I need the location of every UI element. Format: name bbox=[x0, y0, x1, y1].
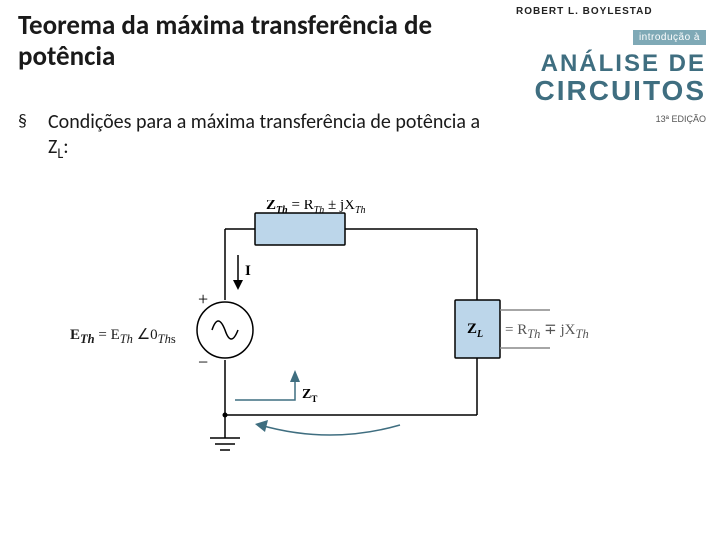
zth-box bbox=[255, 213, 345, 245]
eth-E: E bbox=[70, 327, 80, 343]
eth-formula: ETh = ETh ∠0Ths bbox=[70, 325, 176, 347]
zth-pm: ± jX bbox=[324, 200, 355, 213]
minus-label: − bbox=[198, 352, 208, 372]
bullet-marker: § bbox=[18, 110, 48, 132]
bullet-text-suffix: : bbox=[63, 135, 68, 159]
cover-intro: introdução à bbox=[633, 30, 706, 45]
zt-arrow bbox=[235, 375, 295, 400]
cover-title: ANÁLISE DE CIRCUITOS bbox=[516, 51, 706, 106]
zl-z: Z bbox=[467, 321, 477, 337]
rl-sub: Th bbox=[527, 327, 540, 341]
plus-label: + bbox=[198, 289, 208, 309]
zl-formula: = RTh ∓ jXTh bbox=[505, 320, 589, 342]
book-cover: ROBERT L. BOYLESTAD introdução à ANÁLISE… bbox=[516, 6, 706, 124]
zl-eq: = R bbox=[505, 322, 527, 338]
zl-jx: ∓ jX bbox=[540, 322, 575, 338]
arrowhead-icon bbox=[290, 370, 300, 382]
flow-arrow bbox=[260, 425, 400, 435]
current-label: I bbox=[245, 263, 251, 279]
bullet-text: Condições para a máxima transferência de… bbox=[48, 110, 488, 163]
slide: Teorema da máxima transferência de potên… bbox=[0, 0, 720, 540]
eth-sub3: Th bbox=[158, 332, 171, 346]
bullet-row: § Condições para a máxima transferência … bbox=[18, 110, 488, 163]
cover-title-line1: ANÁLISE DE bbox=[516, 51, 706, 76]
cover-intro-wrap: introdução à bbox=[516, 27, 706, 45]
eth-angle: ∠0 bbox=[133, 327, 158, 343]
zth-label: ZTh = RTh ± jXTh bbox=[266, 200, 366, 216]
zl-sub: L bbox=[476, 329, 483, 340]
zth-sub: Th bbox=[276, 205, 288, 216]
zt-z: Z bbox=[302, 387, 311, 402]
eth-sub: Th bbox=[80, 332, 95, 346]
eth-sub2: Th bbox=[120, 332, 133, 346]
zt-label: ZT bbox=[302, 387, 317, 404]
bullet-text-prefix: Condições para a máxima transferência de… bbox=[48, 110, 480, 159]
xl-sub: Th bbox=[576, 327, 589, 341]
cover-edition: 13ª EDIÇÃO bbox=[516, 114, 706, 124]
arrowhead-icon bbox=[255, 420, 268, 432]
cover-title-line2: CIRCUITOS bbox=[516, 76, 706, 105]
page-title: Teorema da máxima transferência de potên… bbox=[18, 10, 488, 72]
arrowhead-icon bbox=[233, 280, 243, 290]
eth-eq: = E bbox=[95, 327, 120, 343]
zt-sub: T bbox=[311, 394, 317, 404]
rth-sub: Th bbox=[314, 205, 325, 216]
zth-eq: = R bbox=[288, 200, 314, 213]
circuit-diagram: + − I ZT ZTh = RTh ± jXTh bbox=[70, 200, 630, 480]
cover-author: ROBERT L. BOYLESTAD bbox=[516, 6, 706, 17]
zth-z: Z bbox=[266, 200, 276, 213]
sine-icon bbox=[212, 321, 238, 339]
eth-s: s bbox=[171, 332, 176, 346]
xth-sub: Th bbox=[355, 205, 366, 216]
